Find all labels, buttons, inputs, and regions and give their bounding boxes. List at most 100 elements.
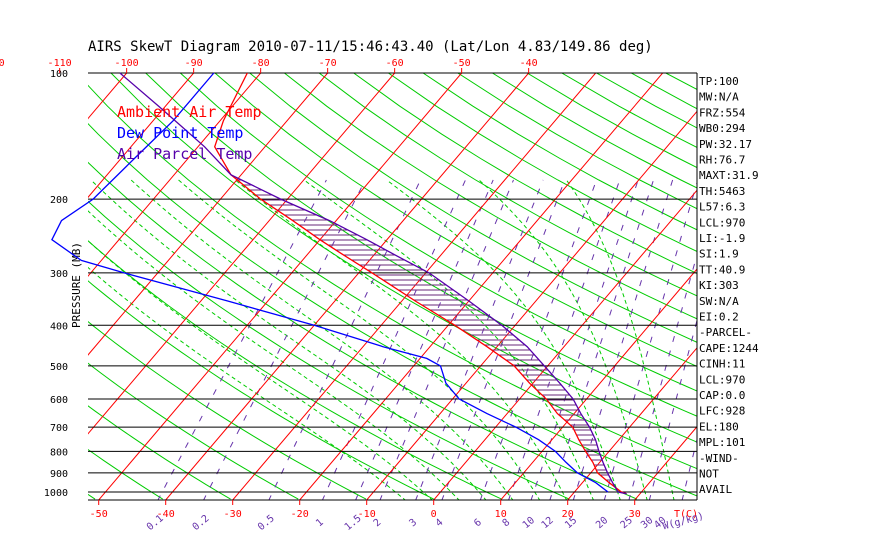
dry-adiabat [88, 200, 570, 500]
isotherm [232, 73, 597, 500]
stability-indices: TP:100 MW:N/A FRZ:554 WB0:294 PW:32.17 RH:76.… [699, 75, 759, 496]
mixing-ratio-tick-label: 6 [472, 517, 484, 529]
dry-adiabat [283, 73, 697, 320]
isotherm [165, 73, 530, 500]
mixing-ratio-line [415, 179, 544, 500]
moist-adiabat [566, 179, 675, 500]
mixing-ratio-line [628, 252, 697, 500]
legend-entry: Air Parcel Temp [117, 145, 252, 163]
dry-adiabat [88, 161, 638, 500]
top-temp-tick-label: -70 [319, 58, 337, 69]
dry-adiabat [248, 73, 697, 343]
pressure-tick-label: 200 [50, 195, 68, 206]
bottom-temp-unit: T(C) [674, 509, 698, 520]
top-temp-tick-label: -120 [0, 58, 5, 69]
mixing-ratio-line [530, 179, 639, 500]
bottom-temp-tick-label: 0 [431, 509, 437, 520]
legend: Ambient Air Temp Dew Point Temp Air Parcel… [117, 103, 262, 163]
index-entry: EL:180 [699, 420, 739, 433]
y-axis-label: PRESSURE (MB) [70, 242, 83, 328]
dry-adiabat [88, 362, 299, 500]
index-entry: EI:0.2 [699, 311, 739, 324]
mixing-ratio-tick-label: 1 [314, 517, 326, 529]
dry-adiabat [387, 73, 697, 252]
index-entry: -WIND- [699, 452, 739, 465]
legend-entry: Dew Point Temp [117, 124, 243, 142]
pressure-tick-label: 800 [50, 447, 68, 458]
index-entry: CAPE:1244 [699, 342, 759, 355]
pressure-tick-label: 300 [50, 269, 68, 280]
mixing-ratio-line [479, 179, 597, 500]
index-entry: LCL:970 [699, 216, 745, 229]
bottom-temp-tick-label: 20 [562, 509, 574, 520]
index-entry: KI:303 [699, 279, 739, 292]
top-temp-tick-label: -40 [520, 58, 538, 69]
air-parcel-temp-line [119, 72, 627, 495]
index-entry: LFC:928 [699, 405, 745, 418]
legend-entry: Ambient Air Temp [117, 103, 262, 121]
mixing-ratio-line [157, 179, 327, 500]
dry-adiabat [88, 122, 697, 497]
dry-adiabat [88, 321, 367, 500]
index-entry: FRZ:554 [699, 106, 746, 119]
index-entry: L57:6.3 [699, 201, 745, 214]
isotherm [366, 110, 697, 500]
isotherm [88, 73, 329, 356]
dew-point-temp-line [51, 72, 609, 493]
bottom-temp-tick-label: 10 [495, 509, 507, 520]
dry-adiabat [88, 405, 231, 500]
moist-adiabat [178, 179, 541, 500]
pressure-tick-label: 900 [50, 469, 68, 480]
moist-adiabat [303, 179, 594, 500]
pressure-tick-label: 1000 [44, 488, 68, 499]
dry-adiabat [145, 73, 697, 417]
moist-adiabat [234, 179, 568, 500]
pressure-tick-label: 700 [50, 423, 68, 434]
index-entry: SW:N/A [699, 295, 739, 308]
top-temp-tick-label: -50 [453, 58, 471, 69]
isotherm [433, 189, 697, 500]
index-entry: NOT [699, 468, 719, 481]
bottom-temp-tick-label: -20 [291, 509, 309, 520]
index-entry: -PARCEL- [699, 326, 752, 339]
moist-adiabat [88, 266, 406, 500]
index-entry: AVAIL [699, 483, 732, 496]
dry-adiabat [88, 240, 502, 500]
isotherm [88, 73, 396, 435]
index-entry: RH:76.7 [699, 154, 745, 167]
dry-adiabat [88, 84, 697, 470]
mixing-ratio-line [648, 318, 697, 500]
mixing-ratio-line [508, 179, 621, 500]
index-entry: SI:1.9 [699, 248, 739, 261]
index-entry: MAXT:31.9 [699, 169, 759, 182]
top-temp-tick-label: -100 [115, 58, 139, 69]
mixing-ratio-tick-label: 4 [434, 517, 446, 529]
moist-adiabat [386, 179, 621, 500]
top-temp-tick-label: -60 [386, 58, 404, 69]
bottom-temp-tick-label: -40 [157, 509, 175, 520]
bottom-temp-tick-label: -30 [224, 509, 242, 520]
dry-adiabat [214, 73, 697, 367]
moist-adiabat [130, 179, 514, 500]
index-entry: PW:32.17 [699, 138, 752, 151]
bottom-temp-tick-label: -10 [358, 509, 376, 520]
dry-adiabat [352, 73, 697, 274]
top-temp-tick-label: -80 [252, 58, 270, 69]
dry-adiabat [110, 73, 697, 443]
mixing-ratio-line [549, 179, 654, 500]
pressure-tick-label: 600 [50, 395, 68, 406]
isotherm [98, 73, 463, 500]
moist-adiabat [88, 240, 433, 500]
chart-title: AIRS SkewT Diagram 2010-07-11/15:46:43.4… [88, 39, 653, 55]
isotherm [88, 73, 195, 199]
index-entry: LCL:970 [699, 373, 745, 386]
plot-area [88, 73, 697, 500]
moist-adiabat [90, 179, 487, 500]
index-entry: CAP:0.0 [699, 389, 745, 402]
isotherm [634, 425, 697, 500]
index-entry: TP:100 [699, 75, 739, 88]
ambient-air-temp-line [213, 72, 627, 495]
moist-adiabat [478, 179, 648, 500]
dry-adiabat [318, 73, 697, 297]
